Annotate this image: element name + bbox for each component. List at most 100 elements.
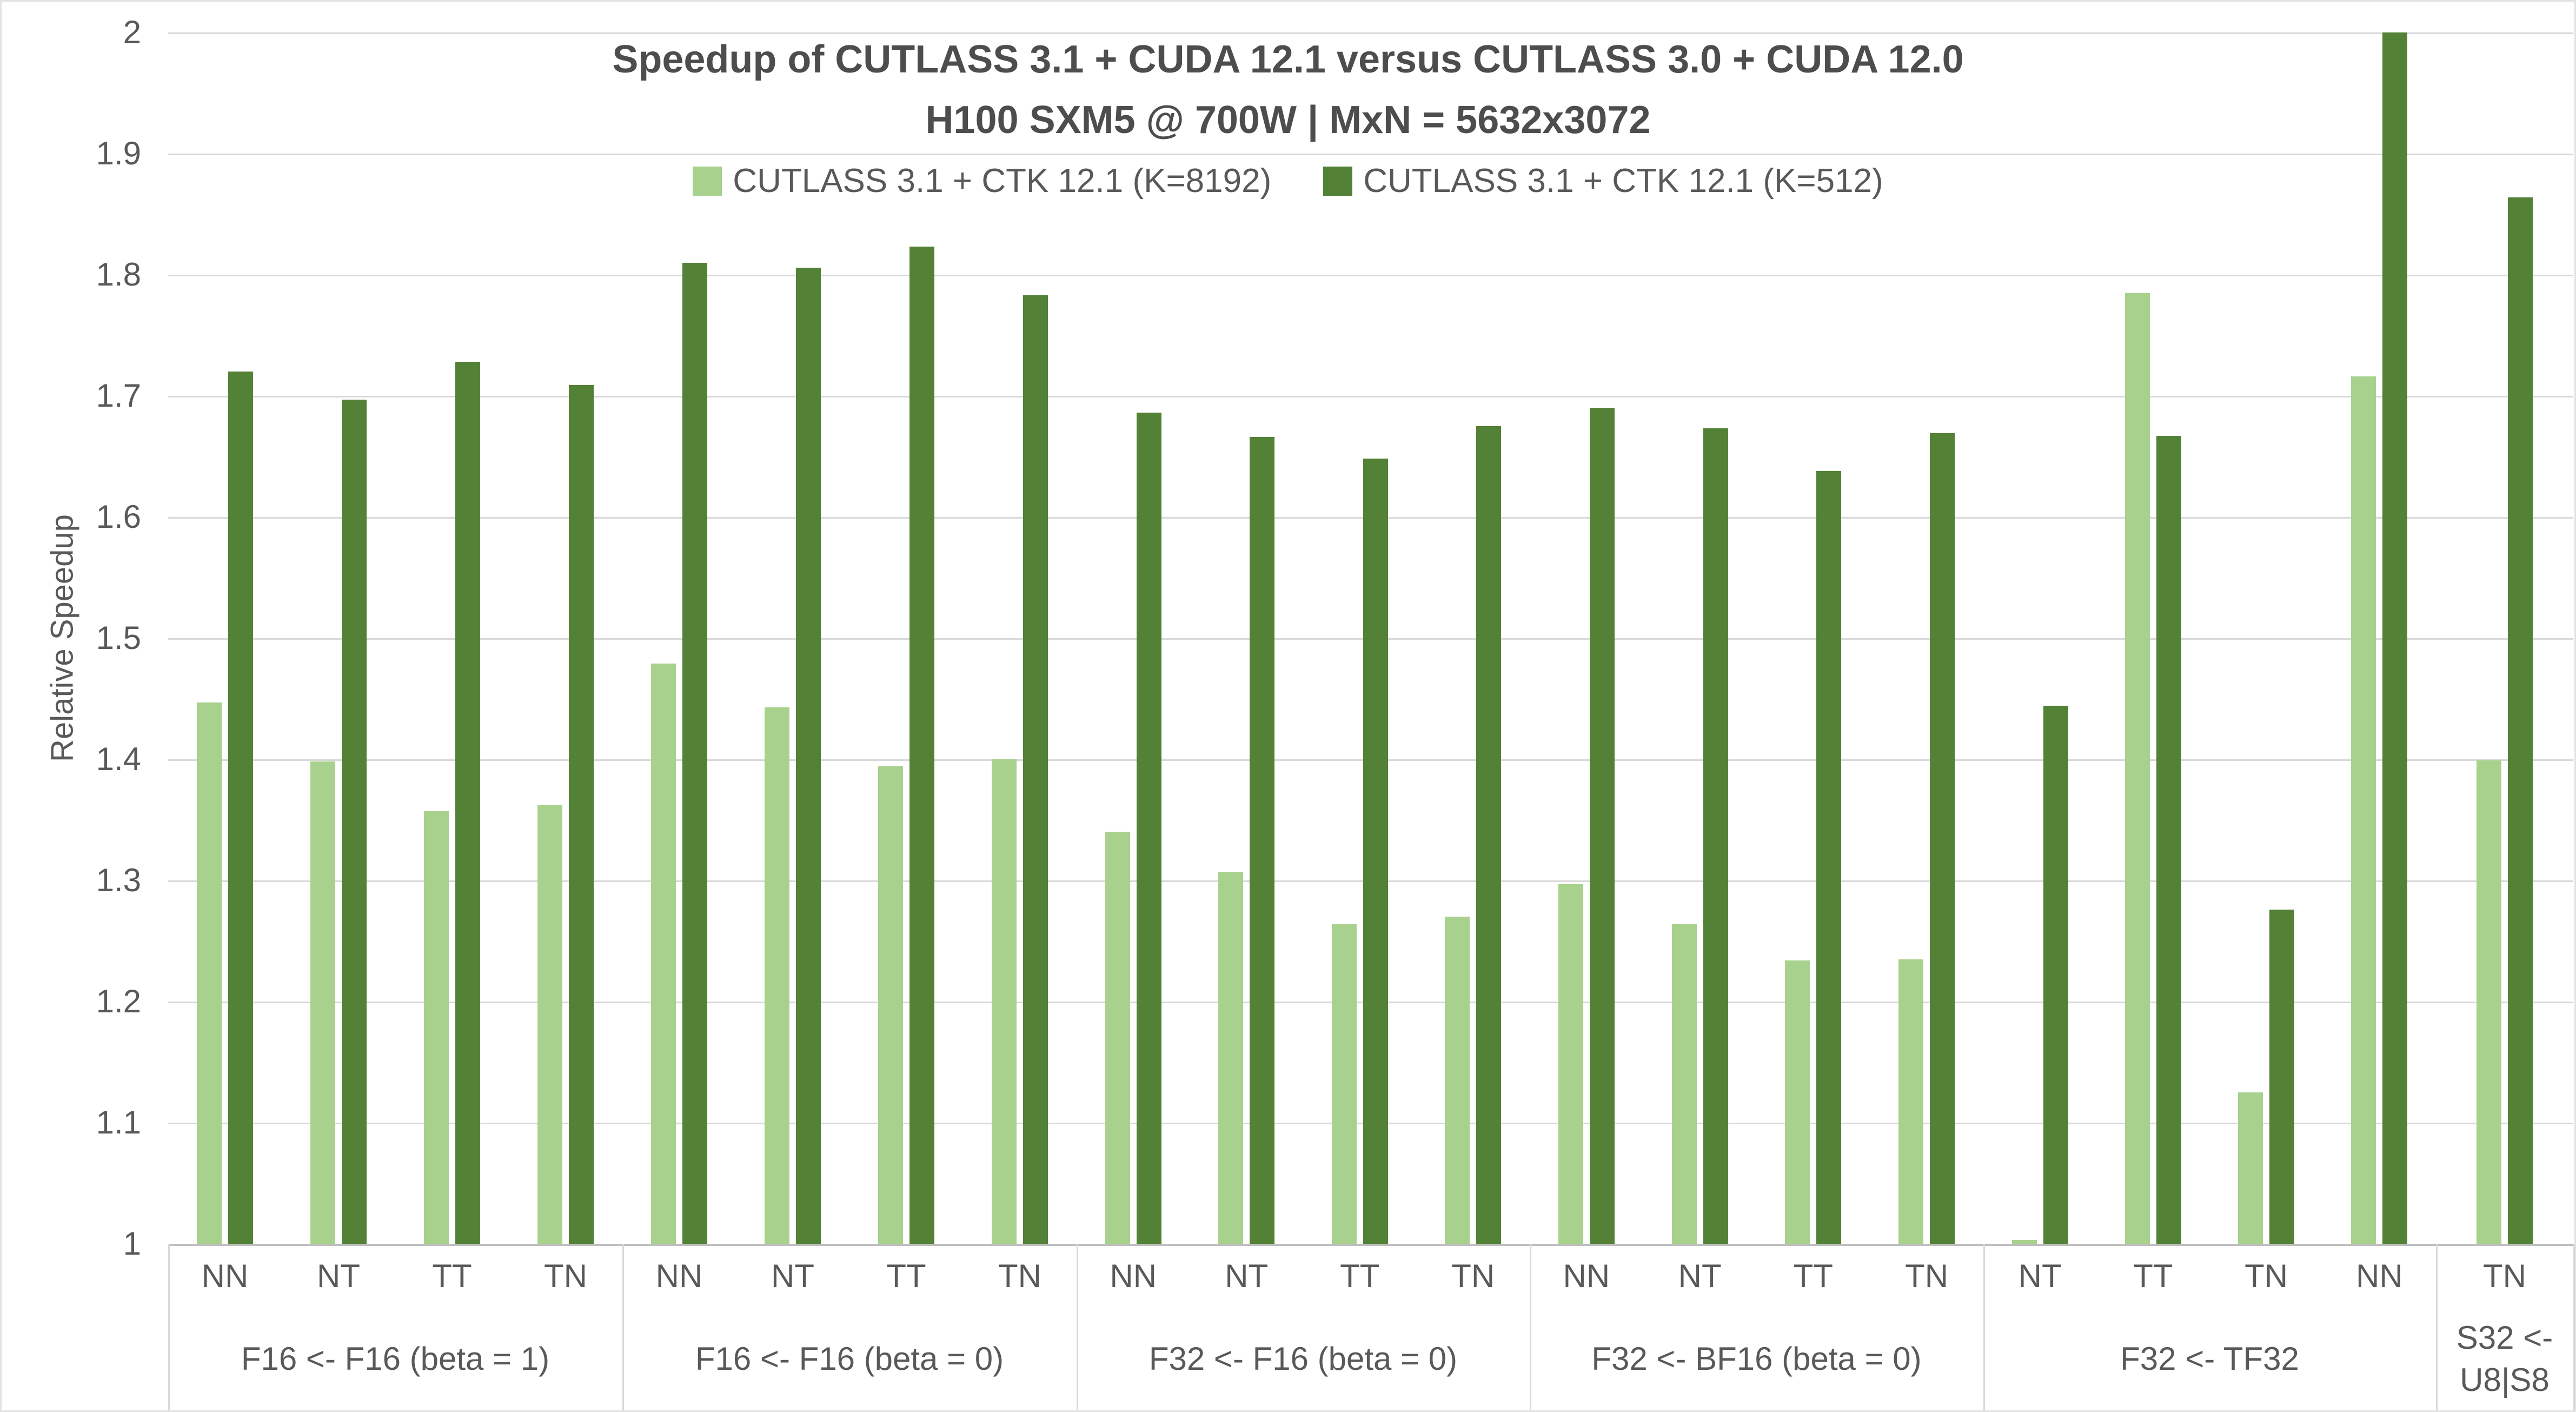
category-label-TT: TT bbox=[1340, 1257, 1380, 1294]
category-cell-NN bbox=[1530, 32, 1643, 1244]
category-label-NN: NN bbox=[655, 1257, 703, 1294]
group-separator-3 bbox=[1530, 1244, 1531, 1410]
bar-k512-g2-TN bbox=[1023, 295, 1048, 1244]
bar-k512-g4-NN bbox=[1589, 408, 1615, 1244]
category-cell-NT bbox=[736, 32, 849, 1244]
category-labels-group-4: NN NT TT TN bbox=[1530, 1244, 1983, 1308]
gridline-1.7 bbox=[168, 396, 2573, 397]
legend-swatch-k8192-icon bbox=[693, 166, 722, 196]
bar-k8192-g2-TT bbox=[878, 766, 903, 1244]
plot-area bbox=[168, 32, 2573, 1246]
bar-k512-g4-TN bbox=[1930, 433, 1955, 1244]
bar-k8192-g2-NN bbox=[651, 664, 676, 1244]
bar-k512-g1-NN bbox=[228, 372, 253, 1244]
category-cell-NT bbox=[1190, 32, 1304, 1244]
category-label-TN: TN bbox=[544, 1257, 587, 1294]
group-label-4: F32 <- BF16 (beta = 0) bbox=[1591, 1341, 1922, 1377]
category-label-TT: TT bbox=[886, 1257, 926, 1294]
bar-k512-g2-NN bbox=[682, 263, 707, 1244]
category-cell-NN bbox=[622, 32, 736, 1244]
bar-k512-g5-TN bbox=[2269, 910, 2295, 1244]
bar-k8192-g5-TN bbox=[2238, 1092, 2263, 1244]
group-separator-2 bbox=[1077, 1244, 1078, 1410]
category-cell-TT bbox=[1303, 32, 1417, 1244]
category-labels-group-2: NN NT TT TN bbox=[622, 1244, 1077, 1308]
bar-k512-g1-NT bbox=[342, 400, 367, 1244]
bar-k8192-g4-TT bbox=[1785, 960, 1810, 1244]
category-cell-TN bbox=[2210, 32, 2323, 1244]
y-axis-title: Relative Speedup bbox=[44, 514, 80, 762]
bar-k8192-g3-NN bbox=[1105, 832, 1130, 1244]
category-label-TT: TT bbox=[432, 1257, 472, 1294]
bar-k8192-g1-NT bbox=[310, 761, 335, 1244]
legend-item-k8192: CUTLASS 3.1 + CTK 12.1 (K=8192) bbox=[693, 162, 1271, 200]
bar-k8192-g5-NN bbox=[2351, 376, 2376, 1244]
y-tick-label-1.7: 1.7 bbox=[96, 377, 141, 414]
group-label-5: F32 <- TF32 bbox=[2120, 1341, 2299, 1377]
category-cell-TN bbox=[963, 32, 1077, 1244]
bar-k512-g6-TN bbox=[2508, 197, 2533, 1244]
bar-k512-g3-TT bbox=[1363, 459, 1388, 1244]
bar-k8192-g3-NT bbox=[1218, 872, 1244, 1244]
category-label-TN: TN bbox=[998, 1257, 1041, 1294]
group-label-1: F16 <- F16 (beta = 1) bbox=[241, 1341, 550, 1377]
chart-title-line2: H100 SXM5 @ 700W | MxN = 5632x3072 bbox=[925, 98, 1651, 142]
category-cell-TT bbox=[849, 32, 963, 1244]
bar-group-5 bbox=[1983, 32, 2436, 1244]
bar-k8192-g3-TT bbox=[1331, 924, 1357, 1244]
bar-group-6 bbox=[2436, 32, 2573, 1244]
y-tick-label-1.6: 1.6 bbox=[96, 499, 141, 535]
y-tick-label-1.1: 1.1 bbox=[96, 1104, 141, 1141]
bar-k512-g3-TN bbox=[1476, 426, 1502, 1244]
category-axis-row: NN NT TT TN NN NT TT TN NN NT TT TN NN NT TT TN NT TT TN NN… bbox=[168, 1244, 2573, 1308]
y-tick-label-1.3: 1.3 bbox=[96, 862, 141, 898]
bar-group-3 bbox=[1077, 32, 1530, 1244]
bar-k512-g5-TT bbox=[2156, 436, 2181, 1244]
category-label-TT: TT bbox=[1793, 1257, 1834, 1294]
group-separator-1 bbox=[622, 1244, 624, 1410]
category-label-NN: NN bbox=[1563, 1257, 1610, 1294]
category-label-TN: TN bbox=[2245, 1257, 2288, 1294]
bar-k512-g2-NT bbox=[796, 268, 821, 1244]
bar-k512-g4-NT bbox=[1703, 428, 1728, 1244]
bar-k512-g3-NT bbox=[1250, 437, 1275, 1244]
category-label-TN: TN bbox=[1451, 1257, 1495, 1294]
category-label-TT: TT bbox=[2133, 1257, 2173, 1294]
bar-k8192-g4-NT bbox=[1671, 924, 1697, 1244]
category-label-TN: TN bbox=[2483, 1257, 2526, 1294]
category-cell-TT bbox=[395, 32, 509, 1244]
group-label-row: F16 <- F16 (beta = 1) F16 <- F16 (beta = … bbox=[168, 1308, 2573, 1410]
bar-k8192-g1-TN bbox=[537, 805, 562, 1244]
gridline-1 bbox=[168, 1244, 2573, 1246]
bar-group-2 bbox=[622, 32, 1077, 1244]
bar-k8192-g4-TN bbox=[1898, 959, 1924, 1244]
category-label-NN: NN bbox=[1110, 1257, 1157, 1294]
category-labels-group-5: NT TT TN NN bbox=[1983, 1244, 2436, 1308]
y-tick-label-1.4: 1.4 bbox=[96, 741, 141, 777]
group-label-3: F32 <- F16 (beta = 0) bbox=[1148, 1341, 1458, 1377]
y-tick-label-1.8: 1.8 bbox=[96, 256, 141, 293]
bar-k512-g5-NN bbox=[2382, 32, 2408, 1244]
bar-k8192-g1-TT bbox=[424, 811, 449, 1244]
y-tick-label-1: 1 bbox=[123, 1225, 141, 1262]
y-tick-label-1.2: 1.2 bbox=[96, 983, 141, 1019]
bar-k512-g1-TT bbox=[455, 362, 480, 1244]
y-tick-label-1.9: 1.9 bbox=[96, 135, 141, 171]
category-cell-NN bbox=[1077, 32, 1190, 1244]
category-labels-group-6: TN bbox=[2436, 1244, 2573, 1308]
bar-k8192-g1-NN bbox=[197, 702, 222, 1244]
bar-k512-g1-TN bbox=[569, 385, 594, 1244]
category-cell-NT bbox=[282, 32, 395, 1244]
group-separator-0 bbox=[168, 1244, 170, 1410]
category-label-NT: NT bbox=[1678, 1257, 1722, 1294]
bar-k8192-g3-TN bbox=[1445, 917, 1470, 1244]
group-separator-6 bbox=[2573, 1244, 2575, 1410]
category-cell-TT bbox=[1757, 32, 1870, 1244]
bar-k8192-g2-TN bbox=[992, 759, 1017, 1244]
category-labels-group-3: NN NT TT TN bbox=[1077, 1244, 1530, 1308]
category-cell-TN bbox=[2436, 32, 2573, 1244]
legend: CUTLASS 3.1 + CTK 12.1 (K=8192) CUTLASS … bbox=[2, 162, 2574, 200]
bar-k8192-g5-TT bbox=[2124, 293, 2150, 1244]
bar-group-1 bbox=[168, 32, 622, 1244]
